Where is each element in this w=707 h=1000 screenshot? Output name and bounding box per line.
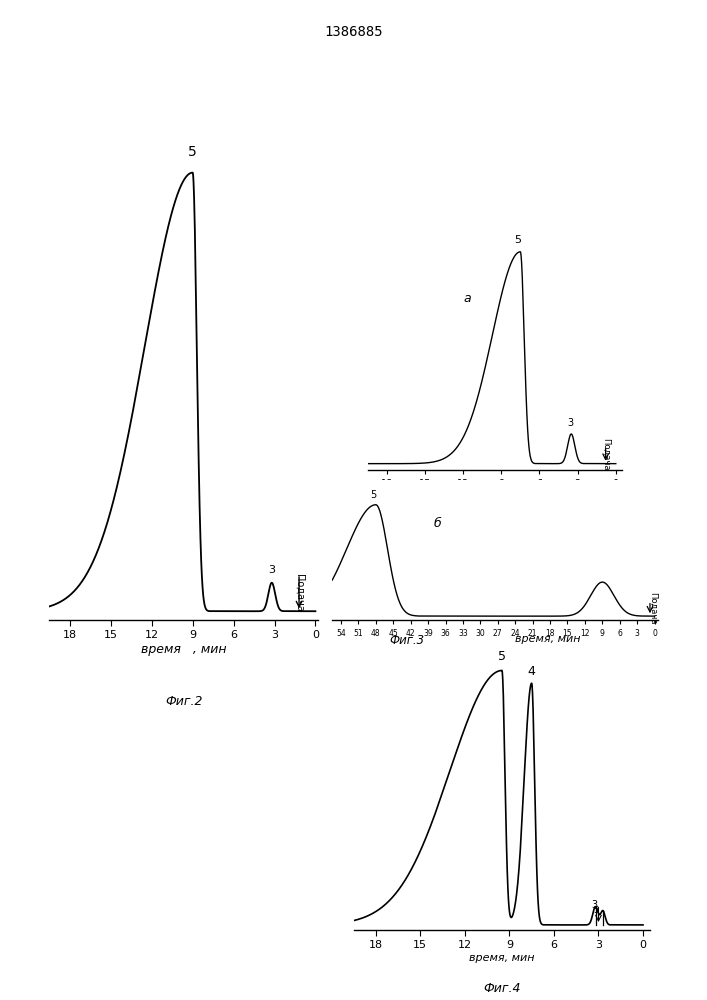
Text: 5: 5 [498, 650, 506, 663]
Text: Фиг.2: Фиг.2 [165, 695, 203, 708]
Text: 4: 4 [527, 665, 536, 678]
Text: 3: 3 [567, 418, 573, 428]
Text: время, мин: время, мин [515, 634, 580, 644]
X-axis label: время   , мин: время , мин [141, 643, 226, 656]
Text: 5: 5 [188, 145, 197, 159]
Text: 5: 5 [514, 235, 521, 245]
Text: 5: 5 [370, 490, 376, 500]
Text: Подача: Подача [294, 574, 304, 612]
Text: Фиг.3: Фиг.3 [389, 634, 424, 647]
Text: 1386885: 1386885 [325, 25, 382, 39]
Text: а: а [463, 292, 471, 305]
Text: 3: 3 [268, 565, 275, 575]
X-axis label: время, мин: время, мин [469, 953, 534, 963]
Text: Подача: Подача [601, 438, 610, 471]
Text: 3: 3 [591, 900, 597, 910]
Text: Фиг.4: Фиг.4 [483, 982, 521, 995]
Text: Подача: Подача [648, 592, 657, 625]
Text: 5: 5 [593, 906, 598, 915]
Text: б: б [434, 517, 442, 530]
